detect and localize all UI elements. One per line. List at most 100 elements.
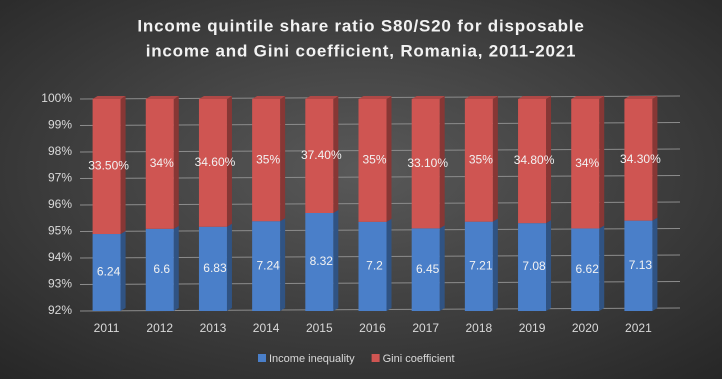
data-label: 7.2 (366, 259, 383, 273)
bar (305, 209, 339, 311)
bar (92, 96, 126, 235)
data-label: 34.60% (195, 155, 236, 169)
legend-swatch (258, 354, 266, 362)
data-label: 34% (150, 156, 174, 170)
chart-title: income and Gini coefficient, Romania, 20… (146, 41, 577, 60)
bar (411, 225, 445, 311)
legend-swatch (371, 354, 380, 362)
bar (252, 218, 286, 311)
chart-title: Income quintile share ratio S80/S20 for … (137, 16, 584, 35)
bar-face (624, 99, 653, 221)
data-label: 7.24 (256, 258, 280, 272)
x-tick-label: 2016 (359, 321, 386, 335)
bar (518, 220, 552, 311)
x-tick-label: 2019 (519, 321, 546, 335)
bar-face (546, 220, 552, 311)
data-label: 6.83 (203, 261, 227, 275)
bar (571, 225, 605, 311)
x-tick-label: 2013 (200, 321, 227, 335)
bar-face (411, 96, 445, 99)
y-tick-label: 97% (48, 171, 72, 185)
bar-face (92, 99, 121, 235)
bar-face (120, 231, 126, 311)
y-tick-label: 99% (48, 118, 72, 132)
bar-face (280, 218, 286, 311)
bar (411, 96, 445, 229)
bar (464, 218, 498, 311)
data-label: 6.62 (576, 262, 600, 276)
bar (624, 96, 658, 221)
bar-face (439, 225, 445, 311)
x-tick-label: 2011 (94, 321, 120, 335)
bar (624, 217, 658, 311)
x-tick-label: 2015 (306, 321, 333, 335)
bar-face (145, 96, 179, 99)
data-label: 7.13 (629, 258, 653, 272)
bar-face (173, 96, 179, 229)
bar-face (305, 96, 339, 99)
x-tick-label: 2017 (412, 321, 439, 335)
bar-face (305, 212, 334, 311)
bar (198, 96, 232, 227)
data-label: 8.32 (310, 254, 334, 268)
bar-face (571, 96, 605, 99)
bar-face (464, 99, 493, 222)
bar-face (252, 221, 281, 311)
bar-face (599, 225, 605, 311)
x-tick-label: 2014 (253, 321, 280, 335)
y-tick-label: 96% (48, 197, 72, 211)
y-tick-label: 93% (48, 277, 72, 291)
bar-face (145, 228, 174, 311)
bar-face (198, 99, 227, 227)
data-label: 34.30% (620, 152, 661, 166)
y-tick-label: 92% (48, 303, 72, 317)
bar (518, 96, 552, 224)
bar-face (226, 223, 232, 311)
bar (305, 96, 339, 213)
data-label: 7.08 (522, 259, 546, 273)
bar (198, 223, 232, 311)
bar (145, 96, 179, 229)
bar-face (518, 223, 547, 311)
data-label: 33.10% (407, 156, 448, 170)
bar-face (252, 99, 281, 222)
bar-face (439, 96, 445, 229)
bar-face (333, 96, 339, 213)
data-label: 35% (256, 152, 280, 166)
data-label: 35% (362, 153, 386, 167)
bar (252, 96, 286, 222)
bar-face (280, 96, 286, 222)
bar-face (92, 234, 121, 311)
bar-face (333, 209, 339, 311)
bar (464, 96, 498, 222)
bar-face (386, 218, 392, 311)
data-label: 6.6 (153, 262, 170, 276)
bar-face (546, 96, 552, 224)
bar (358, 218, 392, 311)
bar-face (464, 96, 498, 99)
data-label: 6.24 (97, 265, 121, 279)
bar-face (624, 96, 658, 99)
bar-face (518, 99, 547, 224)
bar-face (226, 96, 232, 227)
bar-face (464, 221, 493, 311)
bar-face (358, 221, 387, 311)
bar-face (492, 96, 498, 222)
data-label: 7.21 (469, 259, 493, 273)
y-tick-label: 94% (48, 250, 72, 264)
bar-face (571, 228, 600, 311)
bar-face (411, 228, 440, 311)
bar-face (599, 96, 605, 229)
legend-label: Gini coefficient (383, 353, 455, 365)
bar-face (145, 99, 174, 229)
bar-face (92, 96, 126, 99)
bar (92, 231, 126, 311)
x-tick-label: 2021 (625, 321, 652, 335)
bar-face (411, 99, 440, 229)
bar (358, 96, 392, 222)
x-tick-label: 2018 (466, 321, 493, 335)
bar-face (305, 99, 334, 213)
bar-face (571, 99, 600, 229)
bar-face (652, 96, 658, 221)
